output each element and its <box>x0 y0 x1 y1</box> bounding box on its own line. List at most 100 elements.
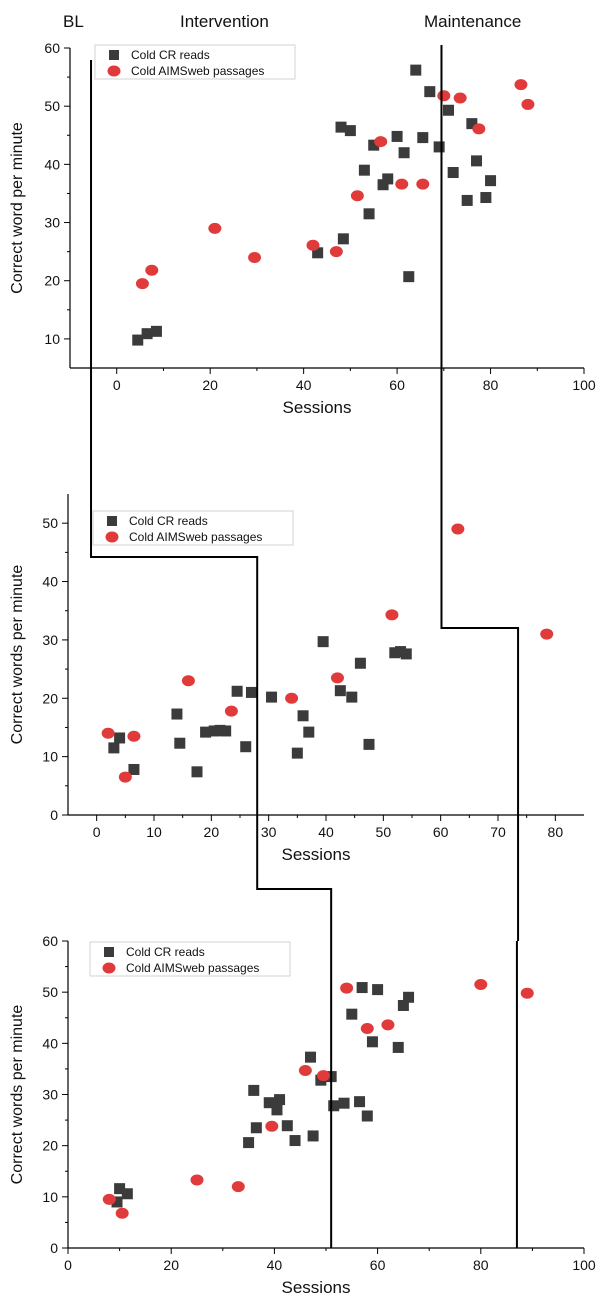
panel2-cr-read-point <box>346 691 358 703</box>
panel2-x-tick-label: 50 <box>376 824 392 840</box>
panel2-cr-read-point <box>220 725 232 737</box>
panel1-cr-read-point <box>141 328 153 340</box>
panel3-aimsweb-point <box>316 1070 330 1082</box>
panel2-y-tick-label: 40 <box>42 574 58 590</box>
panel2-cr-read-point <box>231 685 243 697</box>
panel2-x-tick-label: 20 <box>204 824 220 840</box>
panel1-x-tick-label: 20 <box>202 377 218 393</box>
panel3-cr-read-point <box>361 1110 373 1122</box>
panel2-aimsweb-point <box>385 609 399 621</box>
panel2-cr-read-point <box>214 724 226 736</box>
panel3-legend-cr-marker <box>104 947 114 957</box>
panel2-x-tick-label: 70 <box>490 824 506 840</box>
panel3-cr-read-point <box>111 1196 123 1208</box>
panel1-cr-read-point <box>480 192 492 204</box>
panel2-cr-read-point <box>395 646 407 658</box>
panel1-cr-read-point <box>335 121 347 133</box>
panel3-cr-read-point <box>271 1104 283 1116</box>
panel2-legend-box <box>92 510 294 546</box>
panel2-cr-read-point <box>354 657 366 669</box>
panel1-aimsweb-point <box>416 178 430 190</box>
panel1-cr-read-point <box>337 233 349 245</box>
panel2-x-axis-label: Sessions <box>282 845 351 864</box>
panel2-y-tick-label: 0 <box>50 807 58 823</box>
panel3-y-tick-label: 20 <box>42 1138 58 1154</box>
panel3-cr-read-point <box>307 1130 319 1142</box>
panel1-cr-read-point <box>132 334 144 346</box>
panel3-cr-read-point <box>403 991 415 1003</box>
panel3-cr-read-point <box>366 1036 378 1048</box>
panel3-cr-read-point <box>328 1100 340 1112</box>
panel3-aimsweb-point <box>474 978 488 990</box>
panel1-cr-read-point <box>363 208 375 220</box>
phase-label-intervention: Intervention <box>180 12 269 31</box>
panel3-cr-read-point <box>354 1096 366 1108</box>
panel2-aimsweb-point <box>118 771 132 783</box>
phase-label-baseline: BL <box>63 12 84 31</box>
panel2-cr-read-point <box>389 647 401 659</box>
panel1-cr-read-point <box>466 118 478 130</box>
panel2-x-tick-label: 10 <box>146 824 162 840</box>
panel3-cr-read-point <box>392 1041 404 1053</box>
panel2-y-tick-label: 20 <box>42 690 58 706</box>
panel1-cr-read-point <box>417 132 429 144</box>
panel2-cr-read-point <box>297 710 309 722</box>
panel2-aimsweb-point <box>285 692 299 704</box>
panel3-aimsweb-point <box>381 1019 395 1031</box>
panel2-cr-read-point <box>240 741 252 753</box>
panel1-cr-read-point <box>447 167 459 179</box>
panel1-x-tick-label: 60 <box>389 377 405 393</box>
panel2-cr-read-point <box>334 685 346 697</box>
panel1-x-tick-label: 40 <box>296 377 312 393</box>
panel3-y-tick-label: 30 <box>42 1087 58 1103</box>
panel1-cr-read-point <box>344 125 356 137</box>
panel2-cr-read-point <box>114 732 126 744</box>
panel2-aimsweb-point <box>224 705 238 717</box>
panel3-cr-read-point <box>243 1137 255 1149</box>
panel3-cr-read-point <box>356 982 368 994</box>
phase-change-line-baseline <box>90 60 333 1248</box>
panel3-y-tick-label: 60 <box>42 933 58 949</box>
panel3-cr-read-point <box>114 1183 126 1195</box>
panel1-cr-read-point <box>424 86 436 98</box>
panel1-cr-read-point <box>442 104 454 116</box>
panel1-aimsweb-point <box>437 90 451 102</box>
panel1-cr-read-point <box>382 173 394 185</box>
panel2-aimsweb-point <box>127 730 141 742</box>
panel2-x-tick-label: 60 <box>433 824 449 840</box>
panel2-y-tick-label: 50 <box>42 515 58 531</box>
panel1-cr-read-point <box>391 130 403 142</box>
panel1-cr-read-point <box>461 194 473 206</box>
panel3-cr-read-point <box>305 1051 317 1063</box>
panel2-legend-aimsweb-label: Cold AIMSweb passages <box>129 530 262 544</box>
panel2-cr-read-point <box>245 686 257 698</box>
panel1-y-tick-label: 40 <box>44 156 60 172</box>
panel1-legend-box <box>94 44 296 80</box>
panel3-aimsweb-point <box>340 982 354 994</box>
panel1-cr-read-point <box>403 271 415 283</box>
panel3-cr-read-point <box>372 984 384 996</box>
panel2-y-tick-label: 10 <box>42 749 58 765</box>
panel1-cr-read-point <box>485 175 497 187</box>
panel2-x-tick-label: 30 <box>261 824 277 840</box>
panel2-cr-read-point <box>303 726 315 738</box>
panel1-aimsweb-point <box>350 190 364 202</box>
panel2-cr-read-point <box>400 648 412 660</box>
panel2-x-tick-label: 80 <box>548 824 564 840</box>
panel2-legend-cr-marker <box>107 516 117 526</box>
panel3-x-tick-label: 20 <box>163 1257 179 1273</box>
panel1-cr-read-point <box>312 247 324 259</box>
panel1-aimsweb-point <box>329 246 343 258</box>
panel1-cr-read-point <box>410 64 422 76</box>
panel2-aimsweb-point <box>330 672 344 684</box>
panel1-cr-read-point <box>150 325 162 337</box>
panel3-x-axis-label: Sessions <box>282 1278 351 1297</box>
panel2-legend-cr-label: Cold CR reads <box>129 514 208 528</box>
panel3-legend-aimsweb-marker <box>102 962 116 974</box>
panel1-x-tick-label: 0 <box>113 377 121 393</box>
panel3-cr-read-point <box>121 1188 133 1200</box>
panel1-cr-read-point <box>368 139 380 151</box>
panel2-x-tick-label: 40 <box>318 824 334 840</box>
panel1-cr-read-point <box>471 155 483 167</box>
